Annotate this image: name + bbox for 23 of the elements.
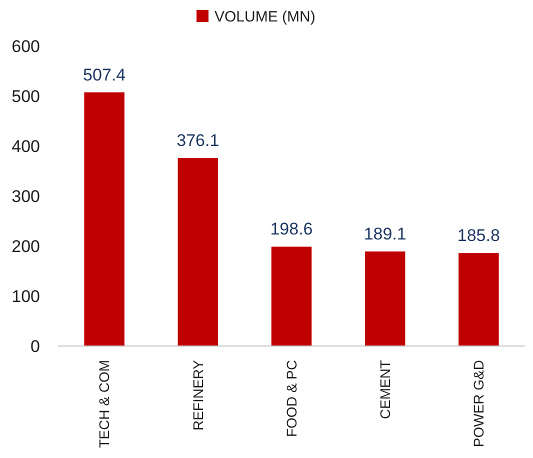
y-tick-label: 100 — [12, 286, 40, 306]
bar — [458, 253, 499, 346]
data-label: 198.6 — [270, 220, 313, 239]
y-tick-label: 200 — [12, 236, 40, 256]
x-tick-label: CEMENT — [376, 360, 393, 420]
y-tick-label: 600 — [12, 36, 40, 56]
data-label: 507.4 — [83, 65, 126, 84]
data-label: 376.1 — [176, 130, 220, 150]
bar — [271, 246, 312, 346]
x-tick-label: POWER G&D — [470, 360, 487, 448]
y-tick-label: 400 — [12, 136, 40, 156]
bar — [178, 158, 218, 346]
bar — [364, 251, 406, 346]
x-tick-label: REFINERY — [190, 359, 206, 431]
y-tick-label: 300 — [12, 186, 40, 206]
bar — [84, 92, 124, 346]
legend-label: VOLUME (MN) — [214, 8, 316, 26]
y-tick-label: 500 — [12, 86, 40, 106]
y-tick-label: 0 — [30, 336, 40, 356]
x-tick-label: TECH & COM — [96, 360, 112, 448]
x-tick-label: FOOD & PC — [283, 360, 300, 438]
data-label: 189.1 — [364, 224, 406, 244]
data-label: 185.8 — [457, 226, 500, 246]
